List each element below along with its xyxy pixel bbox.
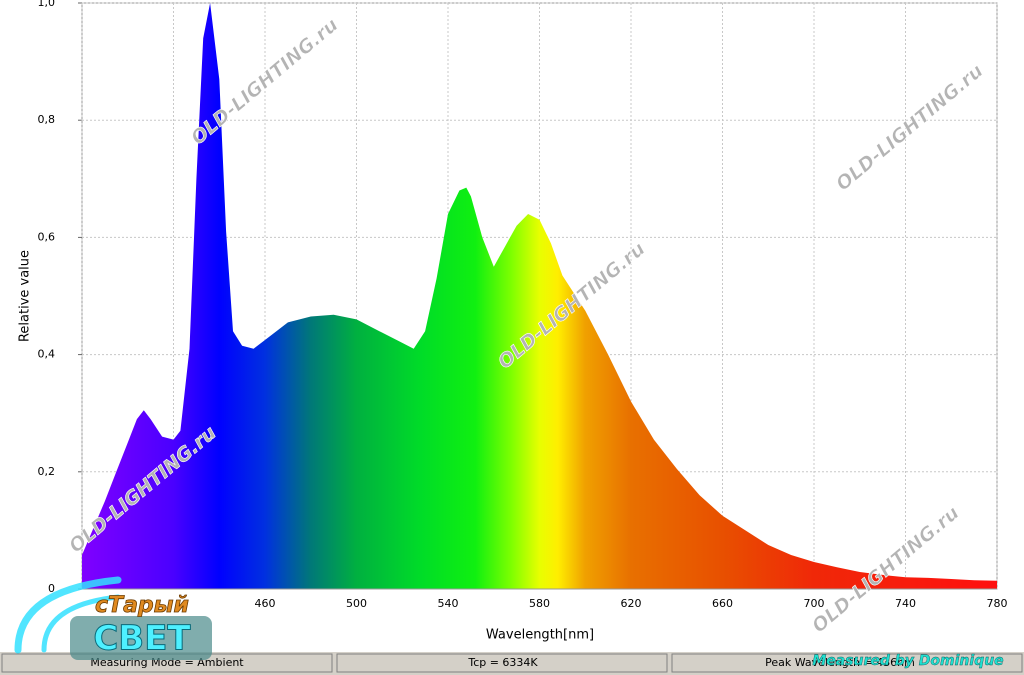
x-tick-label: 460 (255, 597, 276, 610)
x-tick-label: 540 (438, 597, 459, 610)
status-bar: Measuring Mode = Ambient Tcp = 6334K Pea… (0, 652, 1024, 675)
logo-text: сТарый (95, 593, 189, 618)
spectrum-area (82, 3, 997, 589)
y-tick-label: 0,2 (38, 465, 56, 478)
y-tick-label: 0,8 (38, 113, 56, 126)
x-axis-label: Wavelength[nm] (486, 628, 594, 643)
y-tick-label: 1,0 (38, 0, 56, 9)
y-tick-label: 0,6 (38, 230, 56, 243)
y-tick-label: 0,4 (38, 348, 56, 361)
logo: сТарый СВЕТ (14, 576, 212, 660)
x-tick-label: 700 (804, 597, 825, 610)
y-axis-label: Relative value (18, 250, 33, 342)
x-tick-label: 780 (987, 597, 1008, 610)
x-tick-label: 660 (712, 597, 733, 610)
x-tick-label: 500 (346, 597, 367, 610)
x-tick-label: 620 (621, 597, 642, 610)
status-text: Tcp = 6334K (467, 656, 538, 669)
y-tick-label: 0 (48, 582, 55, 595)
status-text: Peak Wavelength = 436nm (765, 656, 915, 669)
x-tick-label: 580 (529, 597, 550, 610)
credit: Measured by Dominique (812, 653, 1003, 669)
x-tick-label: 740 (895, 597, 916, 610)
logo-text: СВЕТ (93, 619, 191, 659)
